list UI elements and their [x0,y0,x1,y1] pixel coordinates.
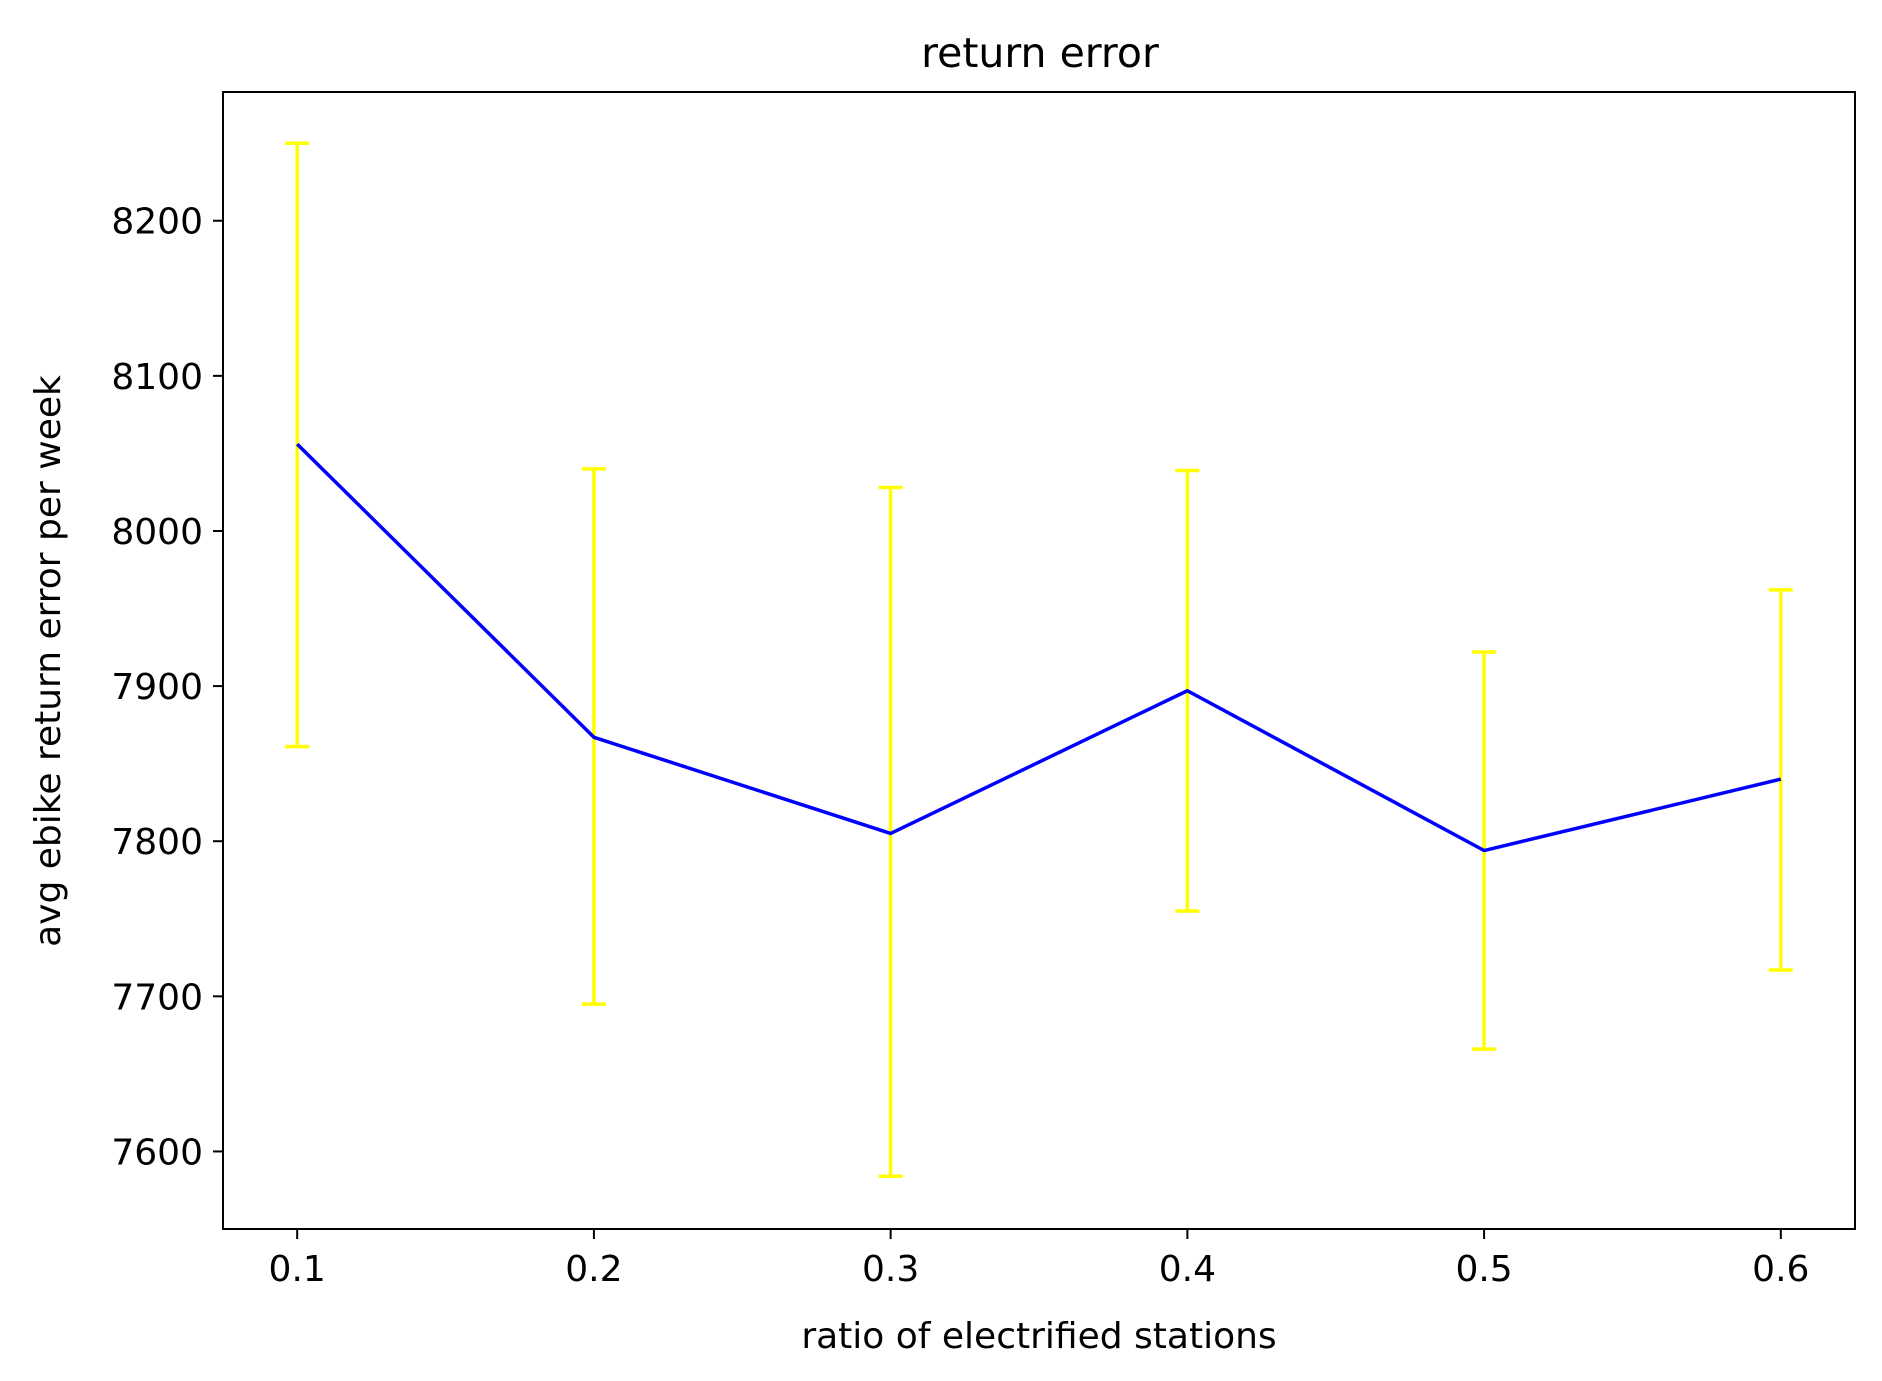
plot-frame [222,91,1856,1230]
x-tick-label: 0.2 [565,1249,622,1290]
plot-marks [285,141,1793,1179]
y-tick-label: 7800 [111,822,203,863]
y-tick-label: 7900 [111,667,203,708]
x-axis-label: ratio of electrified stations [801,1316,1276,1357]
x-tick-label: 0.6 [1752,1249,1809,1290]
y-axis-label: avg ebike return error per week [28,375,69,947]
y-tick-label: 8200 [111,202,203,243]
x-tick-label: 0.5 [1455,1249,1512,1290]
axis-ticks: 0.1 0.2 0.3 0.4 0.5 0.6 7600 7700 7800 7900 8000 81… [111,202,1809,1290]
x-tick-label: 0.3 [862,1249,919,1290]
x-tick-label: 0.4 [1159,1249,1216,1290]
x-tick-label: 0.1 [269,1249,326,1290]
y-tick-label: 7700 [111,977,203,1018]
series-line [295,442,1782,853]
y-tick-label: 7600 [111,1132,203,1173]
y-tick-label: 8000 [111,512,203,553]
y-tick-label: 8100 [111,357,203,398]
chart-title: return error [921,29,1159,77]
